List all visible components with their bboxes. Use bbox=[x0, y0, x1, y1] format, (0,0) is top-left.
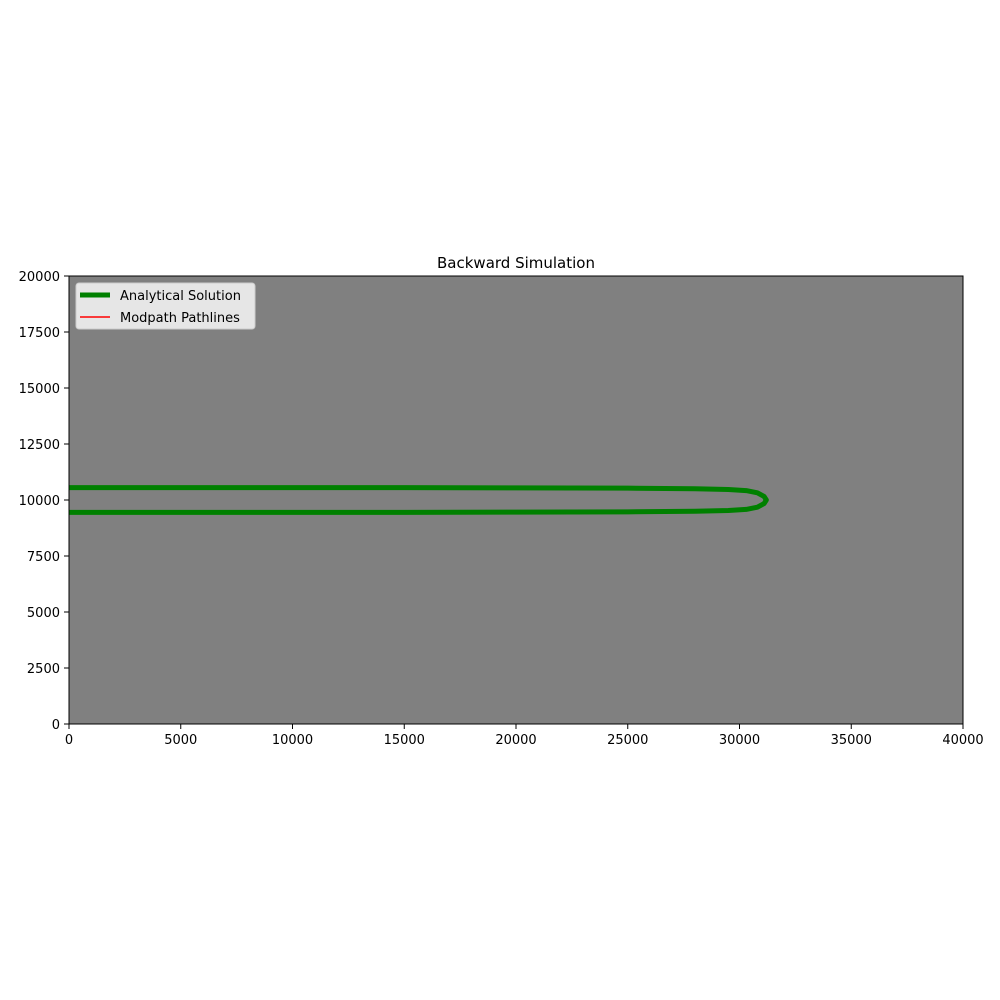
y-tick-label: 15000 bbox=[19, 382, 60, 397]
legend-box bbox=[75, 282, 256, 330]
x-tick-label: 0 bbox=[65, 733, 73, 748]
y-axis: 0 2500 5000 7500 10000 12500 15000 17500 20000 bbox=[19, 270, 69, 733]
legend-label-analytical-solution: Analytical Solution bbox=[120, 289, 241, 304]
chart-title: Backward Simulation bbox=[437, 254, 595, 272]
y-tick-label: 20000 bbox=[19, 270, 60, 285]
y-tick-label: 12500 bbox=[19, 438, 60, 453]
y-tick-label: 2500 bbox=[27, 662, 60, 677]
x-tick-label: 35000 bbox=[831, 733, 872, 748]
y-tick-label: 17500 bbox=[19, 326, 60, 341]
x-tick-label: 10000 bbox=[272, 733, 313, 748]
plot-area bbox=[69, 276, 963, 724]
y-tick-label: 10000 bbox=[19, 494, 60, 509]
y-tick-label: 5000 bbox=[27, 606, 60, 621]
x-axis: 0 5000 10000 15000 20000 25000 30000 35000 40000 bbox=[65, 724, 984, 748]
x-tick-label: 25000 bbox=[607, 733, 648, 748]
x-tick-label: 15000 bbox=[384, 733, 425, 748]
series-layer bbox=[69, 485, 769, 515]
x-tick-label: 30000 bbox=[719, 733, 760, 748]
y-tick-label: 7500 bbox=[27, 550, 60, 565]
y-tick-label: 0 bbox=[52, 718, 60, 733]
series-line-analytical-solution bbox=[69, 485, 769, 515]
legend-label-modpath-pathlines: Modpath Pathlines bbox=[120, 311, 240, 326]
x-tick-label: 20000 bbox=[495, 733, 536, 748]
x-tick-label: 5000 bbox=[164, 733, 197, 748]
x-tick-label: 40000 bbox=[942, 733, 983, 748]
legend: Analytical Solution Modpath Pathlines bbox=[75, 282, 256, 330]
